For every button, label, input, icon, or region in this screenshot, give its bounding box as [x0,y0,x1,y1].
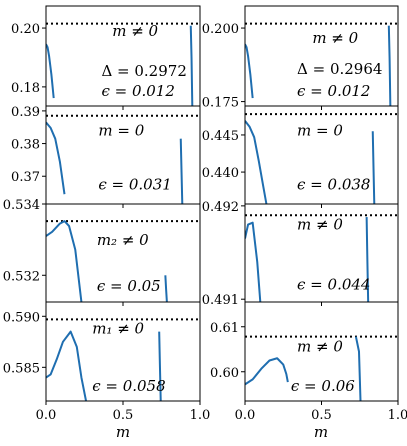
series-line-2 [164,275,168,302]
y-tick-label: 0.37 [11,170,40,185]
series-line-2 [354,336,362,401]
annotation-1: m ≠ 0 [297,215,343,233]
panel-7: 0.590 0.585 0.0 0.5 1.0 m₁ ≠ 0 ϵ = 0.058 [3,301,211,423]
x-tick-label: 0.5 [113,408,134,423]
panel-4: 0.445 0.440 m = 0 ϵ = 0.038 [202,105,399,208]
series-line-2 [387,25,392,106]
y-tick-label: 0.38 [11,138,40,153]
annotation-3: ϵ = 0.012 [101,82,174,100]
y-tick-label: 0.534 [3,198,40,213]
x-axis-labels: m m [116,423,328,441]
y-tick-label: 0.440 [202,166,239,181]
series-line-1 [245,221,262,302]
chart-panels: 0.20 0.18 m ≠ 0 Δ = 0.2972 ϵ = 0.012 0.200 0.1… [3,5,407,423]
y-tick-label: 0.175 [202,96,239,111]
panel-5: 0.534 0.532 m₂ ≠ 0 ϵ = 0.05 [3,198,201,306]
annotation-2: ϵ = 0.038 [297,175,370,193]
annotation-3: ϵ = 0.012 [297,82,370,100]
panel-1: 0.20 0.18 m ≠ 0 Δ = 0.2972 ϵ = 0.012 [11,5,201,110]
series-line-1 [245,43,254,99]
annotation-2: Δ = 0.2964 [297,60,382,78]
annotation-2: Δ = 0.2972 [101,62,186,80]
annotation-2: ϵ = 0.058 [92,377,165,395]
series-line-1 [245,357,289,386]
y-tick-label: 0.532 [3,269,40,284]
annotation-1: m ≠ 0 [297,338,343,356]
y-tick-label: 0.61 [210,321,239,336]
series-line-2 [365,217,370,302]
x-tick-label: 0.0 [36,408,57,423]
y-tick-label: 0.39 [11,105,40,120]
x-tick-label: 0.0 [235,408,256,423]
panel-6: 0.492 0.491 m ≠ 0 ϵ = 0.044 [202,200,399,308]
series-line-2 [371,131,376,204]
annotation-1: m ≠ 0 [312,29,358,47]
y-tick-label: 0.445 [202,129,239,144]
annotation-1: m = 0 [98,121,144,139]
panel-8: 0.61 0.60 0.0 0.5 1.0 m ≠ 0 ϵ = 0.06 [210,301,407,423]
series-line-1 [46,43,55,99]
annotation-1: m₂ ≠ 0 [97,231,149,249]
series-line-1 [46,220,83,302]
series-line-2 [179,138,184,204]
y-tick-label: 0.200 [202,22,239,37]
y-tick-label: 0.585 [3,361,40,376]
y-tick-label: 0.18 [11,81,40,96]
y-tick-label: 0.590 [3,310,40,325]
annotation-2: ϵ = 0.06 [291,377,355,395]
x-axis-label-left: m [116,423,130,441]
series-line-1 [46,330,88,401]
y-tick-label: 0.20 [11,22,40,37]
y-tick-label: 0.60 [210,366,239,381]
series-line-2 [189,25,194,106]
x-tick-label: 1.0 [388,408,407,423]
series-line-2 [158,331,162,401]
annotation-1: m₁ ≠ 0 [92,320,144,338]
x-tick-label: 1.0 [190,408,211,423]
series-line-1 [245,120,268,204]
x-axis-label-right: m [314,423,328,441]
series-line-1 [46,121,66,195]
annotation-2: ϵ = 0.031 [98,175,171,193]
annotation-1: m ≠ 0 [112,22,158,40]
x-tick-label: 0.5 [311,408,332,423]
panel-2: 0.200 0.175 m ≠ 0 Δ = 0.2964 ϵ = 0.012 [202,5,399,111]
y-tick-label: 0.491 [202,293,239,308]
annotation-2: ϵ = 0.044 [297,275,370,293]
panel-3: 0.39 0.38 0.37 m = 0 ϵ = 0.031 [11,105,201,208]
annotation-2: ϵ = 0.05 [97,277,161,295]
y-tick-label: 0.492 [202,200,239,215]
annotation-1: m = 0 [297,121,343,139]
